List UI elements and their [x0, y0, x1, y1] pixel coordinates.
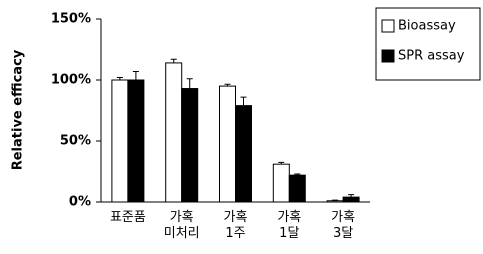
bar — [342, 196, 360, 203]
x-tick-label: 표준품 — [109, 210, 146, 225]
legend-label: SPR assay — [398, 49, 465, 64]
legend-label: Bioassay — [398, 19, 456, 34]
bar — [127, 79, 145, 203]
y-axis-label: Relative efficacy — [11, 49, 26, 170]
y-tick-label: 0% — [69, 195, 91, 210]
legend-swatch — [381, 19, 395, 33]
error-bar — [224, 83, 231, 87]
bar — [288, 174, 306, 203]
error-bar — [332, 199, 339, 201]
error-bar — [186, 78, 193, 89]
bar — [272, 163, 290, 203]
error-bar — [132, 70, 139, 80]
error-bar — [170, 58, 177, 63]
x-tick-label: 가혹 1달 — [277, 210, 302, 241]
legend-swatch — [381, 49, 395, 63]
x-tick-label: 가혹 1주 — [223, 210, 248, 241]
y-tick-label: 150% — [51, 12, 91, 27]
y-tick-label: 50% — [60, 134, 91, 149]
x-tick-label: 가혹 3달 — [331, 210, 356, 241]
error-bar — [116, 77, 123, 80]
error-bar — [240, 96, 247, 106]
bar — [219, 85, 236, 203]
y-tick-label: 100% — [51, 73, 91, 88]
error-bar — [294, 173, 301, 176]
bar — [326, 200, 344, 203]
bar — [111, 79, 129, 203]
x-tick-label: 가혹 미처리 — [163, 210, 200, 241]
bar — [235, 105, 252, 203]
error-bar — [278, 161, 285, 165]
bar — [165, 62, 183, 203]
bar — [181, 88, 199, 203]
error-bar — [348, 194, 355, 198]
